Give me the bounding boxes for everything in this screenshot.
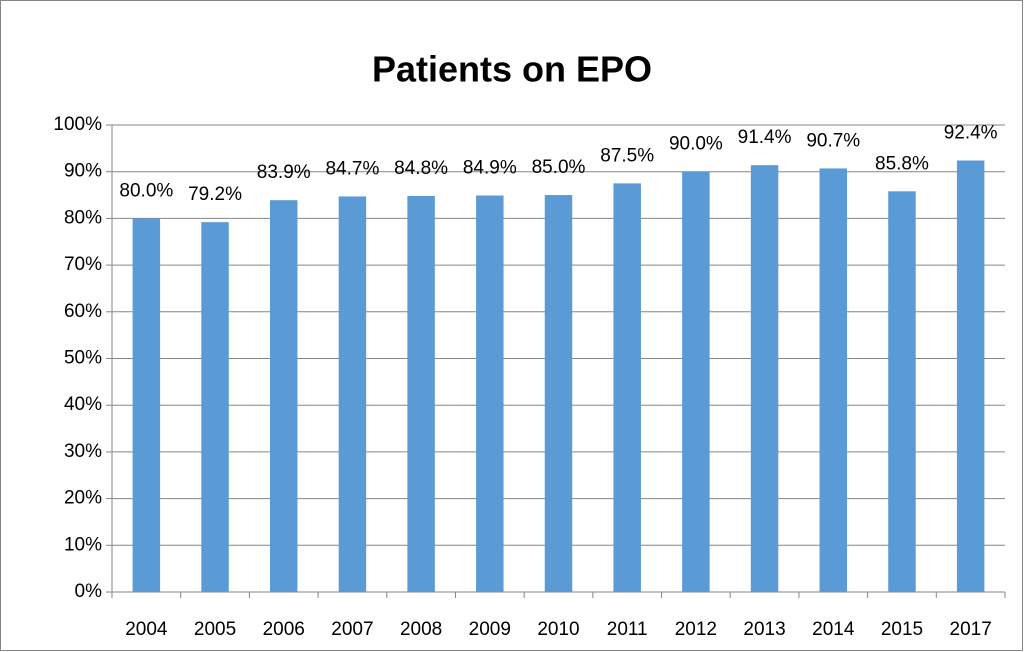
value-label: 79.2% xyxy=(188,184,242,205)
y-tick-label: 40% xyxy=(64,394,102,415)
y-tick-label: 20% xyxy=(64,488,102,509)
y-tick-label: 100% xyxy=(53,114,102,135)
value-label: 85.8% xyxy=(875,153,929,174)
x-tick-label: 2017 xyxy=(950,619,992,640)
y-tick-label: 90% xyxy=(64,161,102,182)
bar xyxy=(201,222,229,593)
bar xyxy=(269,200,298,592)
value-label: 84.7% xyxy=(325,158,379,179)
value-label: 84.8% xyxy=(394,158,448,179)
value-label: 80.0% xyxy=(119,180,173,201)
value-label: 85.0% xyxy=(532,157,586,178)
value-label: 91.4% xyxy=(738,127,792,148)
x-tick-label: 2014 xyxy=(812,619,855,640)
x-tick-label: 2011 xyxy=(607,619,648,640)
bar xyxy=(750,165,779,593)
x-tick-label: 2015 xyxy=(881,619,923,640)
x-tick-label: 2006 xyxy=(263,619,305,640)
y-tick-label: 10% xyxy=(64,534,102,555)
x-tick-label: 2004 xyxy=(125,619,168,640)
chart-title: Patients on EPO xyxy=(372,49,652,90)
bar xyxy=(407,195,435,592)
value-label: 84.9% xyxy=(463,158,517,179)
y-tick-label: 60% xyxy=(64,301,102,322)
bar xyxy=(682,171,710,592)
y-tick-label: 80% xyxy=(64,207,102,228)
value-label: 90.0% xyxy=(669,134,723,155)
bar xyxy=(132,218,161,592)
bar xyxy=(338,196,367,593)
bar xyxy=(956,160,985,592)
y-tick-label: 30% xyxy=(64,441,102,462)
y-tick-label: 0% xyxy=(75,581,103,602)
value-label: 87.5% xyxy=(600,145,654,166)
x-tick-label: 2009 xyxy=(469,619,511,640)
x-tick-label: 2013 xyxy=(743,619,785,640)
bar xyxy=(613,183,641,592)
bar xyxy=(888,191,916,592)
value-label: 83.9% xyxy=(257,162,311,183)
bar xyxy=(544,195,573,593)
x-tick-label: 2012 xyxy=(675,619,717,640)
y-tick-label: 50% xyxy=(64,348,102,369)
value-label: 92.4% xyxy=(944,123,998,144)
x-tick-label: 2007 xyxy=(331,619,373,640)
bar xyxy=(476,195,504,592)
value-label: 90.7% xyxy=(806,130,860,151)
bar xyxy=(819,168,848,592)
x-tick-label: 2010 xyxy=(537,619,579,640)
x-tick-label: 2008 xyxy=(400,619,442,640)
x-tick-label: 2005 xyxy=(194,619,236,640)
y-tick-label: 70% xyxy=(64,254,102,275)
